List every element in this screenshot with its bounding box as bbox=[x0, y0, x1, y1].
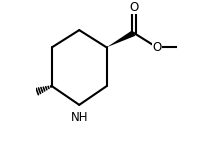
Text: NH: NH bbox=[70, 111, 88, 124]
Text: O: O bbox=[152, 41, 162, 54]
Polygon shape bbox=[106, 30, 135, 47]
Text: O: O bbox=[129, 1, 138, 14]
